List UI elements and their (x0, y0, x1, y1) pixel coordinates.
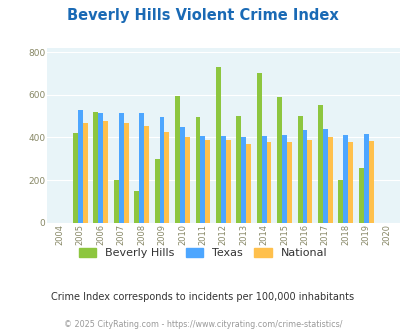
Bar (175, 96, 179, 223)
Bar (343, 135, 347, 223)
Bar (78, 110, 83, 223)
Bar (144, 126, 149, 223)
Bar (245, 144, 250, 223)
Text: © 2025 CityRating.com - https://www.cityrating.com/crime-statistics/: © 2025 CityRating.com - https://www.city… (64, 320, 341, 329)
Bar (236, 116, 241, 223)
Bar (93, 112, 98, 223)
Bar (159, 117, 164, 223)
Text: Crime Index corresponds to incidents per 100,000 inhabitants: Crime Index corresponds to incidents per… (51, 292, 354, 302)
Bar (200, 136, 205, 223)
Bar (256, 74, 261, 223)
Bar (363, 134, 368, 223)
Bar (307, 140, 311, 223)
Bar (119, 113, 124, 223)
Bar (297, 116, 302, 223)
Bar (338, 180, 343, 223)
Bar (154, 159, 159, 223)
Bar (134, 191, 139, 223)
Bar (83, 123, 87, 223)
Bar (139, 113, 144, 223)
Bar (195, 117, 200, 223)
Bar (98, 113, 103, 223)
Legend: Beverly Hills, Texas, National: Beverly Hills, Texas, National (78, 248, 327, 258)
Bar (184, 137, 190, 223)
Bar (220, 136, 225, 223)
Bar (358, 168, 363, 223)
Bar (73, 133, 78, 223)
Bar (302, 130, 307, 223)
Bar (164, 132, 169, 223)
Bar (322, 129, 327, 223)
Bar (124, 123, 128, 223)
Bar (286, 142, 291, 223)
Bar (266, 142, 271, 223)
Text: Beverly Hills Violent Crime Index: Beverly Hills Violent Crime Index (67, 8, 338, 23)
Bar (317, 106, 322, 223)
Bar (113, 180, 119, 223)
Bar (241, 137, 245, 223)
Bar (347, 142, 352, 223)
Bar (368, 141, 373, 223)
Bar (225, 140, 230, 223)
Bar (205, 140, 210, 223)
Bar (215, 67, 220, 223)
Bar (103, 121, 108, 223)
Bar (327, 137, 332, 223)
Bar (281, 135, 286, 223)
Bar (179, 127, 184, 223)
Bar (277, 97, 281, 223)
Bar (261, 136, 266, 223)
